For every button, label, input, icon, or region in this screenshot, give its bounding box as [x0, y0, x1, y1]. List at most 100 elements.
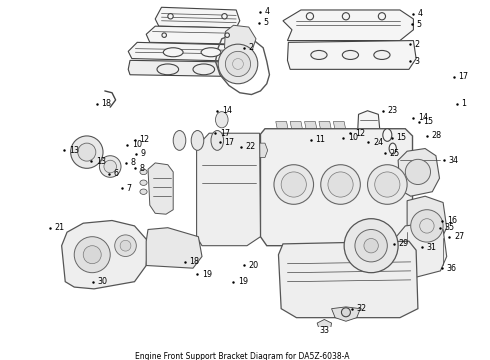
Polygon shape [196, 133, 261, 246]
Circle shape [328, 172, 353, 197]
Text: 9: 9 [141, 149, 146, 158]
Circle shape [321, 165, 360, 204]
Text: 8: 8 [130, 158, 135, 167]
Circle shape [274, 165, 314, 204]
Circle shape [115, 235, 136, 256]
Text: 17: 17 [459, 72, 468, 81]
Text: 7: 7 [126, 184, 131, 193]
Text: 17: 17 [224, 138, 235, 147]
Circle shape [375, 172, 400, 197]
Ellipse shape [383, 129, 392, 141]
Text: 1: 1 [461, 99, 466, 108]
Text: 34: 34 [448, 156, 459, 165]
Polygon shape [305, 122, 317, 131]
Text: 2: 2 [415, 40, 419, 49]
Text: 12: 12 [139, 135, 149, 144]
Text: 13: 13 [96, 157, 106, 166]
Polygon shape [333, 122, 346, 131]
Text: 16: 16 [447, 216, 457, 225]
Ellipse shape [374, 50, 390, 59]
Circle shape [306, 13, 314, 20]
Ellipse shape [211, 131, 223, 150]
Text: 28: 28 [431, 131, 441, 140]
Text: 27: 27 [454, 232, 464, 241]
Text: 25: 25 [389, 149, 399, 158]
Text: 18: 18 [190, 257, 199, 266]
Text: 11: 11 [316, 135, 325, 144]
Circle shape [104, 160, 117, 173]
Text: 15: 15 [396, 133, 406, 142]
Circle shape [120, 240, 131, 251]
Polygon shape [290, 132, 303, 141]
Text: 10: 10 [132, 140, 142, 149]
Text: 2: 2 [249, 43, 254, 52]
Circle shape [225, 51, 250, 77]
Text: 5: 5 [263, 18, 269, 27]
Text: 12: 12 [355, 129, 365, 138]
Circle shape [78, 143, 96, 161]
Circle shape [71, 136, 103, 168]
Ellipse shape [140, 180, 147, 185]
Polygon shape [398, 149, 440, 196]
Circle shape [364, 238, 378, 253]
Text: 30: 30 [98, 277, 108, 286]
Circle shape [74, 237, 110, 273]
Polygon shape [278, 241, 418, 318]
Circle shape [344, 219, 398, 273]
Polygon shape [317, 319, 332, 334]
Ellipse shape [191, 131, 204, 150]
Ellipse shape [157, 64, 178, 75]
Text: 3: 3 [415, 57, 419, 66]
Polygon shape [332, 307, 360, 321]
Ellipse shape [140, 189, 147, 194]
Text: 14: 14 [418, 113, 428, 122]
Ellipse shape [140, 169, 147, 175]
Text: 23: 23 [387, 106, 397, 115]
Polygon shape [224, 25, 256, 57]
Ellipse shape [216, 112, 228, 128]
Text: 21: 21 [54, 223, 65, 232]
Text: 10: 10 [348, 133, 358, 142]
Circle shape [83, 246, 101, 264]
Text: 17: 17 [220, 129, 230, 138]
Polygon shape [276, 122, 288, 131]
Polygon shape [251, 143, 268, 158]
Text: 20: 20 [249, 261, 259, 270]
Text: 15: 15 [423, 117, 434, 126]
Text: 19: 19 [202, 270, 212, 279]
Polygon shape [396, 223, 447, 277]
Polygon shape [146, 228, 202, 268]
Ellipse shape [343, 50, 359, 59]
Circle shape [225, 33, 229, 37]
Circle shape [281, 172, 306, 197]
Circle shape [343, 13, 349, 20]
Polygon shape [261, 129, 413, 246]
Text: 4: 4 [418, 9, 423, 18]
Text: 32: 32 [357, 304, 367, 313]
Text: 35: 35 [445, 223, 455, 232]
Text: 5: 5 [416, 20, 421, 29]
Ellipse shape [311, 50, 327, 59]
Text: 8: 8 [139, 164, 144, 173]
Polygon shape [128, 42, 245, 61]
Polygon shape [128, 60, 244, 77]
Text: 31: 31 [427, 243, 437, 252]
Text: 19: 19 [238, 277, 248, 286]
Text: 36: 36 [447, 264, 457, 273]
Text: 33: 33 [319, 326, 329, 335]
Ellipse shape [389, 143, 396, 154]
Circle shape [355, 229, 387, 262]
Circle shape [218, 44, 258, 84]
Ellipse shape [173, 131, 186, 150]
Circle shape [99, 156, 121, 177]
Polygon shape [319, 132, 332, 141]
Polygon shape [290, 122, 303, 131]
Polygon shape [148, 163, 173, 214]
Text: 13: 13 [69, 146, 79, 155]
Circle shape [411, 210, 443, 242]
Text: 22: 22 [245, 142, 255, 151]
Polygon shape [333, 132, 346, 141]
Text: 29: 29 [398, 239, 408, 248]
Polygon shape [305, 132, 317, 141]
Text: Engine Front Support Bracket Diagram for DA5Z-6038-A: Engine Front Support Bracket Diagram for… [135, 352, 350, 360]
